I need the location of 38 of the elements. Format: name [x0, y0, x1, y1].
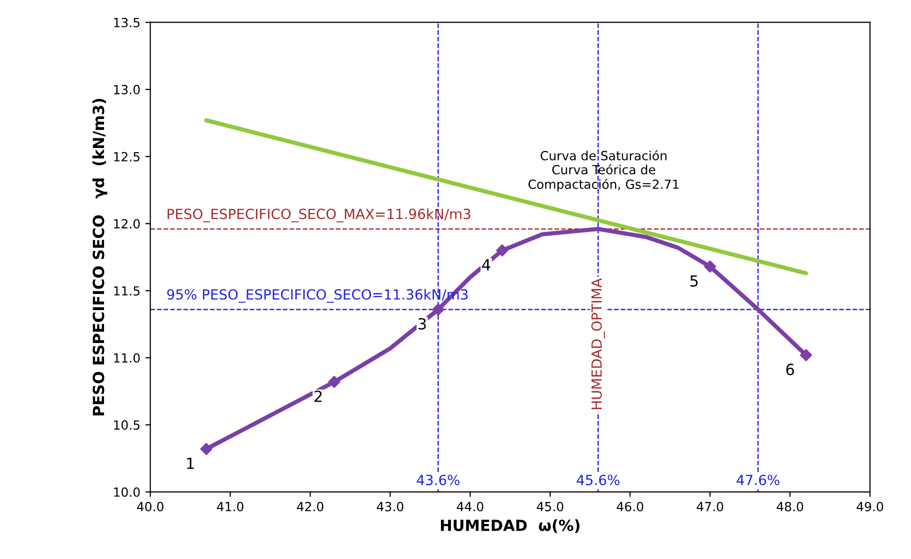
annotation: 3	[418, 318, 426, 330]
y-axis-title: PESO ESPECIFICO SECO γd (kN/m3)	[92, 98, 108, 416]
x-tick-label: 48.0	[776, 502, 804, 512]
ref-line-label: 43.6%	[416, 474, 460, 486]
y-tick-label: 13.0	[114, 84, 140, 94]
annotation: 4	[482, 259, 490, 270]
x-tick-label: 43.0	[376, 502, 404, 512]
x-tick-label: 47.0	[696, 502, 724, 512]
x-tick-label: 46.0	[616, 502, 644, 512]
y-tick-label: 12.5	[114, 152, 140, 162]
x-tick-label: 42.0	[296, 502, 324, 512]
x-tick-label: 44.0	[456, 502, 484, 512]
point	[200, 442, 212, 456]
point	[800, 349, 812, 362]
annotation: HUMEDAD_OPTIMA	[591, 278, 605, 410]
point	[328, 376, 340, 388]
y-tick-label: 10.5	[114, 420, 140, 430]
annotation: 5	[690, 275, 698, 287]
y-tick-label: 11.0	[114, 353, 140, 363]
x-axis-title: HUMEDAD ω(%)	[440, 519, 580, 533]
x-tick-label: 45.0	[536, 502, 564, 512]
point	[496, 244, 508, 257]
y-tick-label: 12.0	[114, 219, 140, 229]
ref-line-label: 45.6%	[576, 474, 620, 486]
x-tick-label: 40.0	[137, 502, 164, 512]
annotation: 2	[314, 390, 322, 402]
annotation: 1	[187, 458, 194, 469]
x-tick-label: 49.0	[856, 502, 884, 512]
point	[432, 303, 444, 316]
y-tick-label: 10.0	[114, 487, 140, 497]
annotation: Curva de Saturación Curva Teórica de Compactación, Gs=2.71	[528, 150, 679, 192]
annotation: 6	[786, 364, 794, 376]
y-tick-label: 13.5	[114, 18, 140, 28]
x-tick-label: 41.0	[216, 502, 244, 512]
ref-line-label: 47.6%	[736, 474, 780, 486]
y-tick-label: 11.5	[114, 286, 140, 296]
ref-line-label: PESO_ESPECIFICO_SECO_MAX=11.96kN/m3	[168, 208, 470, 222]
point	[704, 260, 716, 273]
